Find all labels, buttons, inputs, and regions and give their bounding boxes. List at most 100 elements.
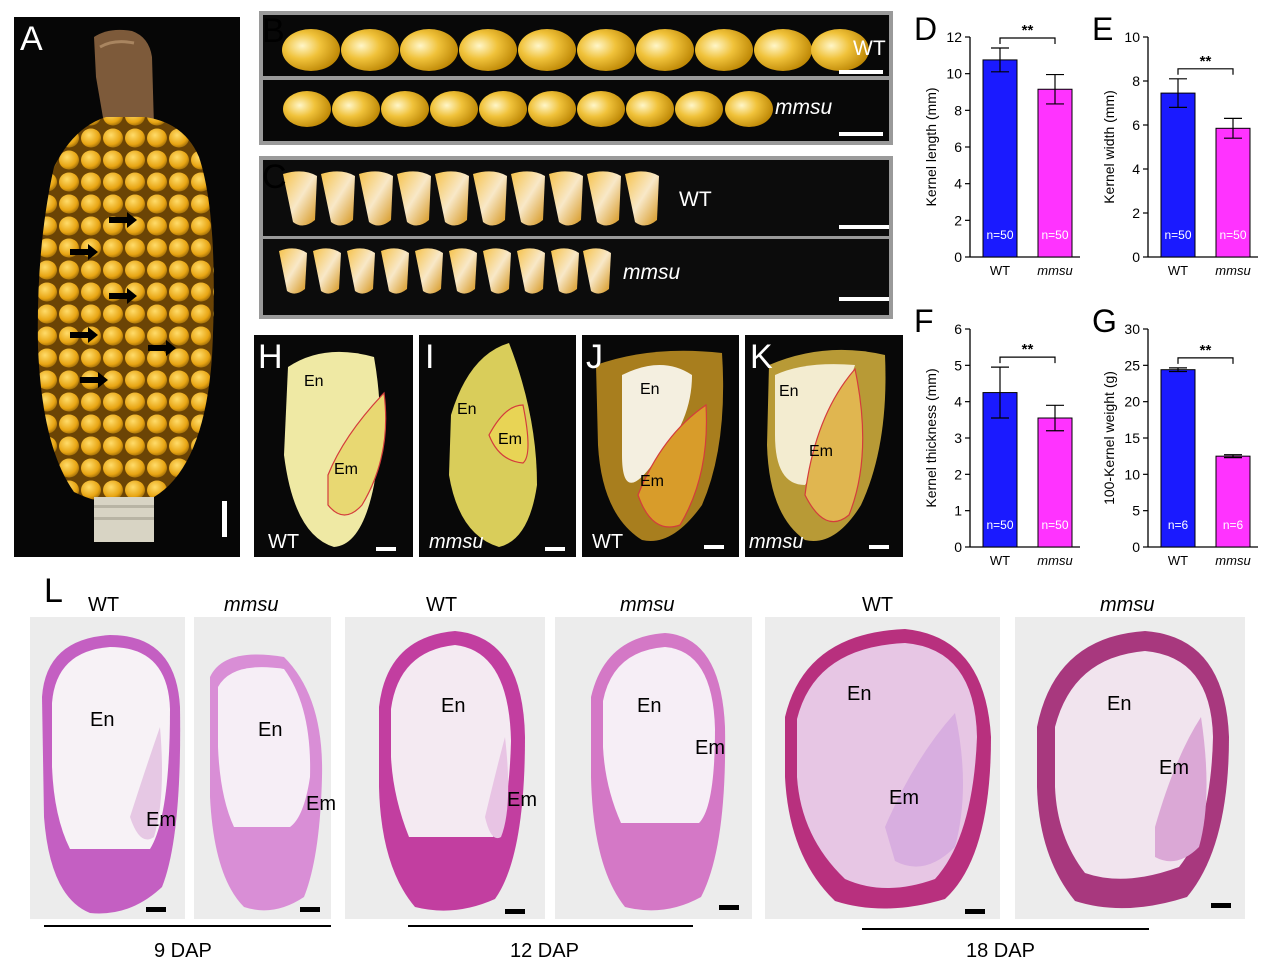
n-label: n=50: [1041, 518, 1068, 532]
n-label: n=50: [1041, 228, 1068, 242]
y-tick-label: 3: [954, 430, 962, 446]
bar-wt: [1160, 369, 1196, 548]
significance-label: **: [1022, 22, 1034, 39]
scale-bar: [839, 225, 889, 229]
panel-b-frame: WT mmsu: [259, 11, 893, 145]
endosperm-label: En: [637, 695, 662, 717]
genotype-label: mmsu: [429, 531, 484, 553]
category-label: WT: [990, 263, 1010, 278]
y-tick-label: 2: [954, 212, 962, 228]
scale-bar: [146, 907, 166, 912]
y-tick-label: 6: [1132, 117, 1140, 133]
y-tick-label: 0: [954, 539, 962, 555]
bar-mmsu: [1215, 127, 1251, 258]
section-photo: En Em: [194, 617, 336, 919]
ear-illustration: [37, 29, 214, 542]
y-tick-label: 6: [954, 321, 962, 337]
n-label: n=50: [1219, 228, 1246, 242]
bar-mmsu: [1037, 417, 1073, 548]
endosperm-label: En: [304, 373, 324, 390]
scale-bar: [965, 909, 985, 914]
significance-bracket: [1177, 357, 1234, 364]
category-label: mmsu: [1037, 553, 1072, 568]
genotype-label-wt: WT: [853, 37, 886, 60]
endosperm-label: En: [1107, 693, 1132, 715]
embryo-label: Em: [809, 443, 833, 460]
stage-label: 12 DAP: [510, 940, 579, 962]
panel-j-photo: En Em WT: [582, 335, 739, 557]
category-label: WT: [990, 553, 1010, 568]
scale-bar: [839, 297, 889, 301]
category-label: WT: [1168, 263, 1188, 278]
chart-e: E 0 2 4 6 8 10 Kernel width (mm) n=50 WT n=50 mmsu *…: [1092, 11, 1258, 278]
y-tick-label: 4: [1132, 161, 1140, 177]
y-tick-label: 2: [954, 466, 962, 482]
panel-letter-e: E: [1092, 11, 1113, 47]
y-axis-label: Kernel width (mm): [1101, 90, 1117, 204]
y-tick-label: 0: [1132, 249, 1140, 265]
genotype-label-mmsu: mmsu: [775, 96, 833, 119]
panel-letter-h: H: [258, 338, 283, 376]
y-tick-label: 10: [1124, 29, 1140, 45]
stage-label: 9 DAP: [154, 940, 212, 962]
category-label: WT: [1168, 553, 1188, 568]
embryo-label: Em: [306, 793, 336, 815]
y-tick-label: 0: [1132, 539, 1140, 555]
panel-letter-g: G: [1092, 303, 1117, 339]
section-genotype-label: WT: [862, 594, 894, 616]
endosperm-label: En: [457, 401, 477, 418]
y-tick-label: 5: [954, 357, 962, 373]
section-photo: En Em: [345, 617, 545, 919]
scale-bar: [545, 547, 565, 551]
y-tick-label: 20: [1124, 394, 1140, 410]
bar-mmsu: [1037, 88, 1073, 258]
y-tick-label: 10: [1124, 466, 1140, 482]
panel-letter-c: C: [262, 158, 287, 196]
panel-c-frame: WT mmsu: [259, 156, 893, 319]
y-tick-label: 25: [1124, 357, 1140, 373]
panel-letter-a: A: [20, 20, 43, 58]
section-genotype-label: mmsu: [1100, 594, 1155, 616]
n-label: n=50: [986, 228, 1013, 242]
scale-bar: [719, 905, 739, 910]
panel-letter-f: F: [914, 303, 934, 339]
scale-bar: [1211, 903, 1231, 908]
y-tick-label: 15: [1124, 430, 1140, 446]
panel-b-mmsu-row: mmsu: [263, 80, 889, 141]
significance-bracket: [999, 37, 1056, 44]
mmsu-kernels: [283, 91, 773, 127]
category-label: mmsu: [1037, 263, 1072, 278]
significance-bracket: [999, 356, 1056, 364]
stage-bracket-line: [862, 928, 1149, 930]
scale-bar: [704, 545, 724, 549]
panel-k-photo: En Em mmsu: [745, 335, 903, 557]
significance-bracket: [1177, 68, 1234, 75]
panel-letter-b: B: [262, 12, 285, 50]
panel-letter-j: J: [586, 338, 603, 376]
panel-b-wt-row: WT: [263, 15, 889, 76]
scale-bar: [376, 547, 396, 551]
y-tick-label: 8: [1132, 73, 1140, 89]
section-photo: En Em: [1015, 617, 1245, 919]
section-photo: En Em: [30, 617, 185, 919]
stage-bracket-line: [44, 925, 331, 927]
n-label: n=6: [1168, 518, 1189, 532]
embryo-label: Em: [146, 809, 176, 831]
bar-mmsu: [1215, 455, 1251, 548]
y-tick-label: 4: [954, 176, 962, 192]
genotype-label-mmsu: mmsu: [623, 261, 681, 284]
embryo-label: Em: [889, 787, 919, 809]
significance-label: **: [1022, 341, 1034, 358]
panel-c-mmsu-row: mmsu: [263, 239, 889, 315]
wt-kernel-sides: [283, 171, 659, 226]
genotype-label: WT: [268, 531, 300, 553]
embryo-label: Em: [695, 737, 725, 759]
embryo-label: Em: [334, 461, 358, 478]
chart-g: G 0 5 10 15 20 25 30 100-Kernel weight (g) n=6 WT n…: [1092, 303, 1258, 568]
y-tick-label: 8: [954, 102, 962, 118]
n-label: n=50: [1164, 228, 1191, 242]
y-tick-label: 30: [1124, 321, 1140, 337]
chart-f: F 0 1 2 3 4 5 6 Kernel thickness (mm) n=50 WT n=50 m…: [914, 303, 1080, 568]
panel-letter-i: I: [425, 338, 435, 376]
bar-wt: [1160, 92, 1196, 258]
